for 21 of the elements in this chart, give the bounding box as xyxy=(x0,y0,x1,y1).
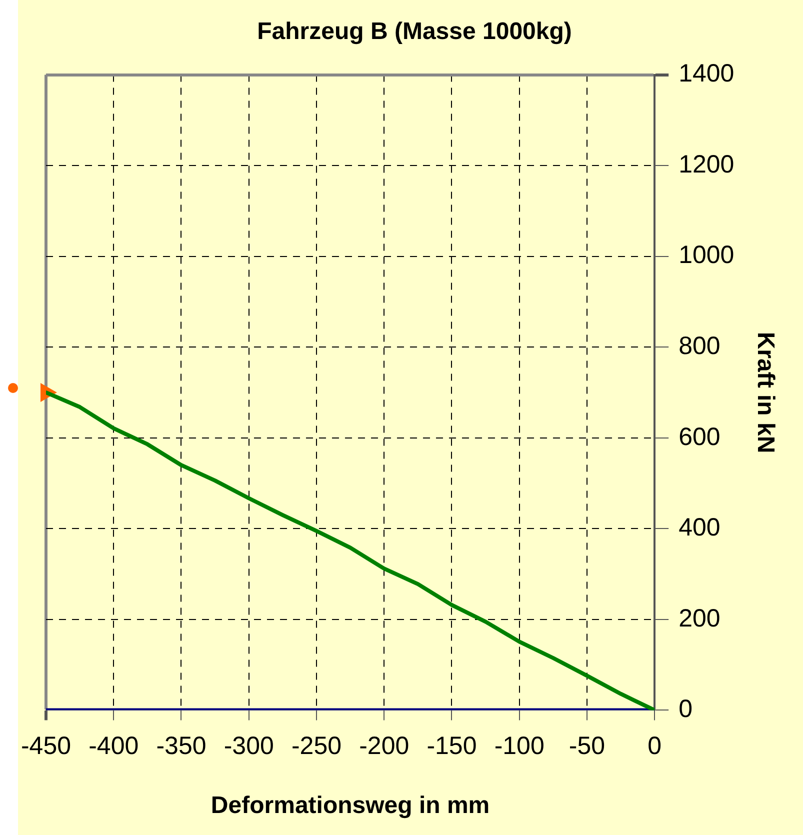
y-tick-label: 1400 xyxy=(678,60,734,88)
y-tick-label: 600 xyxy=(678,422,720,451)
y-tick-label: 200 xyxy=(678,604,720,632)
y-tick-label: 400 xyxy=(678,514,720,542)
y-tick-label: 0 xyxy=(678,695,692,724)
x-tick-label: -50 xyxy=(568,732,606,760)
x-tick-label: -400 xyxy=(88,732,139,760)
x-tick-label: 0 xyxy=(648,732,662,760)
x-axis-title: Deformationsweg in mm xyxy=(210,792,490,820)
y-tick-label: 1000 xyxy=(678,241,734,270)
x-tick-label: -150 xyxy=(426,732,477,760)
x-tick-label: -200 xyxy=(359,732,410,760)
x-tick-label: -350 xyxy=(156,732,206,760)
chart-title: Fahrzeug B (Masse 1000kg) xyxy=(257,18,572,46)
x-tick-label: -100 xyxy=(494,732,544,760)
y-tick-label: 1200 xyxy=(678,150,734,178)
y-tick-label: 800 xyxy=(678,332,720,360)
x-tick-label: -250 xyxy=(291,732,342,760)
y-axis-title: Kraft in kN xyxy=(752,332,779,454)
x-tick-label: -300 xyxy=(224,732,274,760)
x-tick-label: -450 xyxy=(20,732,72,760)
